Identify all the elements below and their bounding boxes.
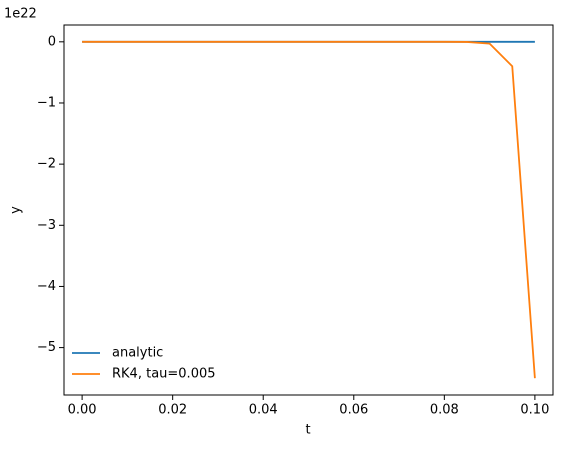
- x-tick-label: 0.04: [249, 403, 278, 418]
- x-tick-label: 0.06: [339, 403, 368, 418]
- x-tick-label: 0.10: [520, 403, 549, 418]
- legend-label: analytic: [112, 346, 163, 361]
- x-tick-label: 0.00: [68, 403, 97, 418]
- y-tick-label: −1: [37, 95, 56, 110]
- x-tick-label: 0.08: [430, 403, 459, 418]
- x-tick-label: 0.02: [158, 403, 187, 418]
- axes-frame: [63, 24, 554, 396]
- series-line: [82, 40, 536, 379]
- y-tick-label: −5: [37, 340, 56, 355]
- y-tick-label: −2: [37, 157, 56, 172]
- y-axis-label: y: [9, 206, 24, 214]
- y-offset-label: 1e22: [4, 7, 37, 22]
- x-axis-label: t: [305, 423, 310, 438]
- legend-label: RK4, tau=0.005: [112, 367, 216, 382]
- y-tick-label: −3: [37, 218, 56, 233]
- y-tick-label: 0: [48, 34, 56, 49]
- y-tick-label: −4: [37, 279, 56, 294]
